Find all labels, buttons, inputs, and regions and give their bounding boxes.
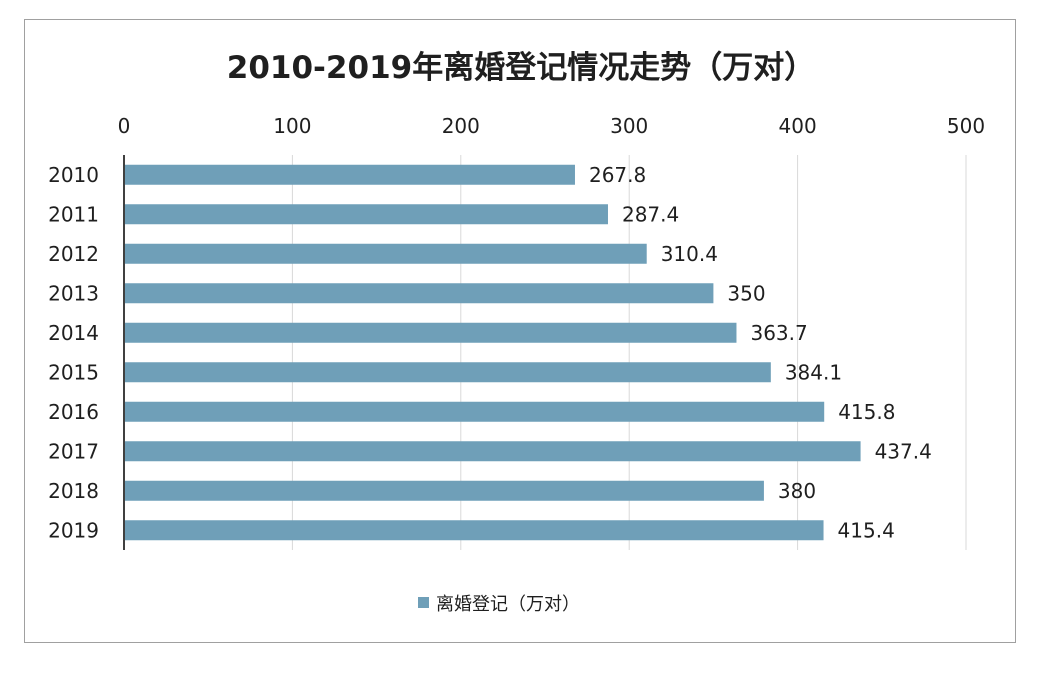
- data-labels: 267.8 287.4 310.4 350 363.7 384.1 415.8 437.4 38…: [589, 163, 932, 543]
- legend: 离婚登记（万对）: [418, 594, 580, 615]
- category-tick-label: 2013: [48, 281, 99, 305]
- value-tick-label: 0: [118, 114, 131, 138]
- category-axis: 2010 2011 2012 2013 2014 2015 2016 2017 2018 2019: [48, 163, 99, 543]
- category-tick-label: 2015: [48, 360, 99, 384]
- data-label: 350: [727, 281, 765, 305]
- category-tick-label: 2010: [48, 163, 99, 187]
- chart-title: 2010-2019年离婚登记情况走势（万对）: [227, 50, 815, 86]
- data-label: 384.1: [785, 360, 842, 384]
- bar: [125, 401, 825, 422]
- bar: [125, 204, 608, 225]
- data-label: 415.8: [838, 400, 895, 424]
- bar: [125, 164, 575, 185]
- bar: [125, 480, 764, 501]
- bar: [125, 283, 714, 304]
- data-label: 437.4: [875, 439, 932, 463]
- data-label: 415.4: [838, 518, 895, 542]
- bar: [125, 362, 771, 383]
- data-label: 287.4: [622, 202, 679, 226]
- category-tick-label: 2016: [48, 400, 99, 424]
- value-tick-label: 400: [779, 114, 817, 138]
- value-axis: 0 100 200 300 400 500: [118, 114, 985, 138]
- value-tick-label: 200: [442, 114, 480, 138]
- category-tick-label: 2017: [48, 439, 99, 463]
- category-tick-label: 2014: [48, 321, 99, 345]
- data-label: 380: [778, 479, 816, 503]
- category-tick-label: 2011: [48, 202, 99, 226]
- data-label: 363.7: [750, 321, 807, 345]
- legend-label: 离婚登记（万对）: [436, 594, 580, 615]
- chart-frame: 2010-2019年离婚登记情况走势（万对） 0 100 200 300 400 500 …: [24, 19, 1016, 643]
- data-label: 267.8: [589, 163, 646, 187]
- category-tick-label: 2019: [48, 518, 99, 542]
- legend-swatch: [418, 597, 429, 608]
- value-tick-label: 500: [947, 114, 985, 138]
- chart-svg: 2010-2019年离婚登记情况走势（万对） 0 100 200 300 400 500 …: [48, 50, 985, 615]
- bar: [125, 520, 824, 541]
- category-tick-label: 2012: [48, 242, 99, 266]
- bars: [125, 164, 861, 541]
- data-label: 310.4: [661, 242, 718, 266]
- category-tick-label: 2018: [48, 479, 99, 503]
- bar: [125, 322, 737, 343]
- value-tick-label: 300: [610, 114, 648, 138]
- value-tick-label: 100: [273, 114, 311, 138]
- bar: [125, 243, 647, 264]
- bar: [125, 441, 861, 462]
